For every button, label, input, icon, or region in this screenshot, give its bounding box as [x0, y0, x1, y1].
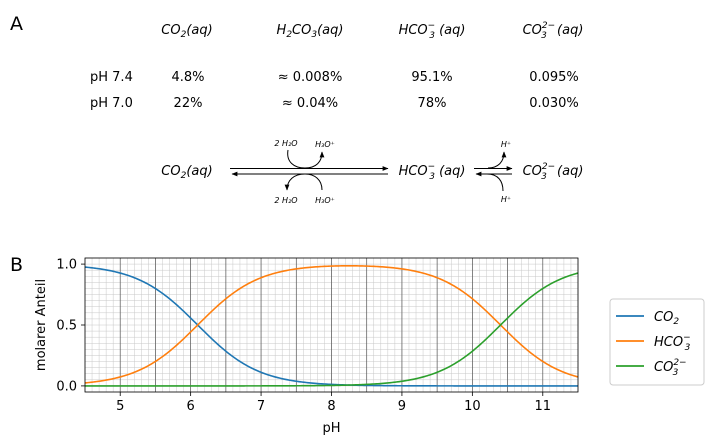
- header-hco3: HCO− 3 (aq): [399, 21, 466, 41]
- x-axis-ticks: 5 6 7 8 9 10 11: [116, 392, 551, 414]
- legend-entry: CO2: [654, 310, 679, 327]
- legend-entry: HCO− 3: [654, 333, 691, 353]
- table-cell: ≈ 0.008%: [278, 70, 343, 85]
- table-body: pH 7.4 4.8% ≈ 0.008% 95.1% 0.095% pH 7.0…: [90, 70, 579, 111]
- x-tick-label: 10: [464, 399, 481, 414]
- x-tick-label: 11: [535, 399, 552, 414]
- equilibrium-scheme: CO2(aq) HCO− 3 (aq) CO2− 3 (aq): [161, 162, 583, 182]
- x-axis-label: pH: [322, 421, 340, 436]
- panel-b-label: B: [10, 254, 23, 276]
- x-tick-label: 5: [116, 399, 124, 414]
- legend-frame: [609, 298, 705, 386]
- species-co3: CO2− 3 (aq): [523, 162, 584, 182]
- panel-a-label: A: [10, 13, 23, 35]
- x-tick-label: 7: [257, 399, 265, 414]
- y-axis-ticks: 0.0 0.5 1.0: [56, 258, 85, 394]
- legend-entry: CO2− 3: [654, 358, 687, 378]
- header-co2: CO2(aq): [161, 23, 212, 40]
- species-co2: CO2(aq): [161, 164, 212, 181]
- top-curved-arrow: [487, 151, 507, 169]
- legend: CO2 HCO− 3 CO2− 3: [609, 298, 705, 386]
- table-cell: 0.095%: [529, 70, 579, 85]
- series-lines: [84, 264, 579, 387]
- x-tick-label: 9: [398, 399, 406, 414]
- reagent-label: H₃O⁺: [315, 140, 335, 149]
- equilibrium-reagents: 2 H₂O H₃O⁺ 2 H₂O H₃O⁺ H⁺ H⁺: [274, 139, 511, 205]
- table-headers: CO2(aq) H2CO3(aq) HCO− 3 (aq) CO2− 3 (aq): [161, 21, 583, 41]
- bottom-curved-arrow: [284, 173, 323, 191]
- equilibrium-arrows-2: [474, 151, 513, 192]
- fraction-chart: 5 6 7 8 9 10 11 0.0 0.5 1.0 pH molarer Anteil CO…: [34, 258, 705, 436]
- reagent-label: H⁺: [501, 140, 511, 149]
- x-tick-label: 6: [187, 399, 195, 414]
- species-hco3: HCO− 3 (aq): [399, 162, 466, 182]
- grid-major: [119, 258, 544, 392]
- table-cell: 22%: [174, 96, 203, 111]
- header-h2co3: H2CO3(aq): [277, 23, 344, 40]
- y-axis-label: molarer Anteil: [34, 279, 49, 371]
- reagent-label: 2 H₂O: [274, 139, 297, 148]
- reagent-label: H₃O⁺: [315, 196, 335, 205]
- series-line-1: [84, 264, 579, 384]
- y-tick-label: 1.0: [56, 258, 77, 273]
- row-label: pH 7.0: [90, 96, 133, 111]
- y-tick-label: 0.0: [56, 379, 77, 394]
- y-tick-label: 0.5: [56, 319, 77, 334]
- x-tick-label: 8: [327, 399, 335, 414]
- header-co3: CO2− 3 (aq): [523, 21, 584, 41]
- table-cell: 0.030%: [529, 96, 579, 111]
- top-curved-arrow: [287, 149, 325, 169]
- reagent-label: 2 H₂O: [274, 196, 297, 205]
- series-line-2: [85, 272, 579, 387]
- reagent-label: H⁺: [501, 195, 511, 204]
- equilibrium-arrows-1: [230, 149, 389, 191]
- table-cell: ≈ 0.04%: [282, 96, 338, 111]
- row-label: pH 7.4: [90, 70, 133, 85]
- table-cell: 78%: [418, 96, 447, 111]
- table-cell: 4.8%: [171, 70, 204, 85]
- series-line-0: [84, 266, 578, 387]
- bottom-curved-arrow: [486, 173, 504, 192]
- table-cell: 95.1%: [411, 70, 452, 85]
